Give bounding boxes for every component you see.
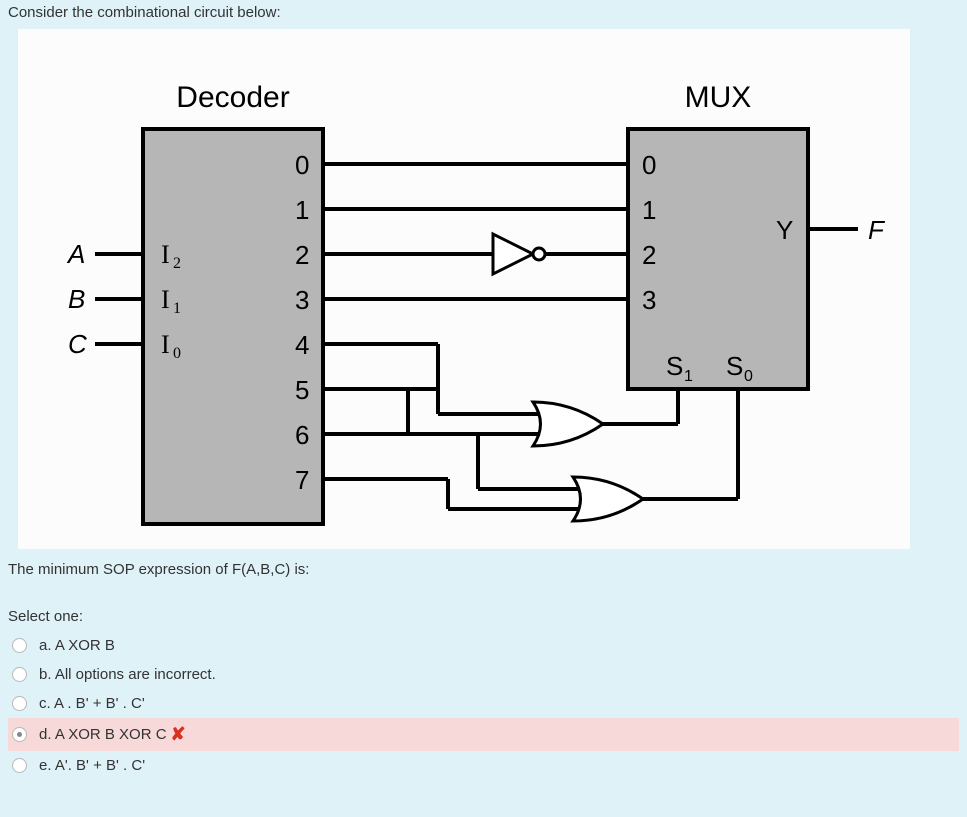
svg-text:B: B [68, 284, 85, 314]
option-c-label: c. A . B' + B' . C' [39, 695, 145, 712]
question-container: Consider the combinational circuit below… [0, 0, 967, 792]
svg-text:2: 2 [295, 240, 309, 270]
svg-text:2: 2 [642, 240, 656, 270]
svg-text:0: 0 [744, 368, 753, 385]
svg-text:I: I [161, 285, 170, 314]
circuit-diagram: DecoderAI2BI1CI001234567MUX0123S1S0YF [18, 29, 910, 549]
option-d-label: d. A XOR B XOR C [39, 726, 167, 743]
option-e[interactable]: e. A'. B' + B' . C' [8, 751, 959, 780]
question-followup: The minimum SOP expression of F(A,B,C) i… [8, 561, 959, 578]
select-one-label: Select one: [8, 608, 959, 625]
option-b[interactable]: b. All options are incorrect. [8, 660, 959, 689]
radio-b[interactable] [12, 667, 27, 682]
svg-text:Y: Y [776, 215, 793, 245]
svg-text:7: 7 [295, 465, 309, 495]
svg-text:1: 1 [684, 368, 693, 385]
option-e-label: e. A'. B' + B' . C' [39, 757, 145, 774]
svg-text:5: 5 [295, 375, 309, 405]
svg-text:A: A [66, 239, 85, 269]
svg-text:Decoder: Decoder [176, 81, 289, 114]
svg-text:0: 0 [295, 150, 309, 180]
radio-d[interactable] [12, 727, 27, 742]
svg-text:3: 3 [295, 285, 309, 315]
svg-text:S: S [726, 351, 743, 381]
svg-text:I: I [161, 240, 170, 269]
options-group: a. A XOR B b. All options are incorrect.… [8, 631, 959, 780]
svg-text:S: S [666, 351, 683, 381]
svg-text:3: 3 [642, 285, 656, 315]
option-d[interactable]: d. A XOR B XOR C ✘ [8, 718, 959, 751]
svg-text:I: I [161, 330, 170, 359]
radio-a[interactable] [12, 638, 27, 653]
circuit-svg: DecoderAI2BI1CI001234567MUX0123S1S0YF [18, 29, 910, 549]
incorrect-icon: ✘ [171, 724, 186, 745]
svg-text:C: C [68, 329, 87, 359]
option-c[interactable]: c. A . B' + B' . C' [8, 689, 959, 718]
option-a-label: a. A XOR B [39, 637, 115, 654]
svg-text:0: 0 [642, 150, 656, 180]
question-prompt: Consider the combinational circuit below… [8, 4, 959, 21]
svg-text:MUX: MUX [685, 81, 752, 114]
option-a[interactable]: a. A XOR B [8, 631, 959, 660]
svg-text:0: 0 [173, 345, 181, 362]
radio-c[interactable] [12, 696, 27, 711]
svg-text:1: 1 [173, 300, 181, 317]
svg-text:1: 1 [295, 195, 309, 225]
svg-text:F: F [868, 215, 886, 245]
option-b-label: b. All options are incorrect. [39, 666, 216, 683]
svg-text:4: 4 [295, 330, 309, 360]
svg-text:2: 2 [173, 255, 181, 272]
svg-text:6: 6 [295, 420, 309, 450]
radio-e[interactable] [12, 758, 27, 773]
svg-text:1: 1 [642, 195, 656, 225]
